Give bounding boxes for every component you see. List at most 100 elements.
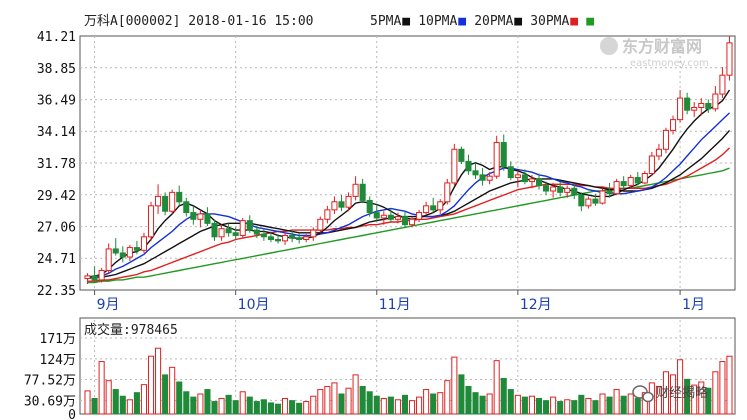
candle [260,228,267,241]
candle-body [493,142,500,177]
candle [571,184,578,200]
watermark-logo-icon [600,37,618,55]
candle-body [147,205,155,238]
volume-bar [437,392,444,415]
candle [437,199,444,214]
volume-bar [317,389,324,415]
candle-body [317,218,324,231]
volume-bar [535,397,543,415]
volume-bar [599,393,606,415]
month-label: 9月 [97,297,120,313]
candle-body [585,198,592,207]
candle-body [634,177,641,184]
candle-body [176,191,183,203]
volume-bar [627,393,634,415]
candle-body [444,182,451,203]
candle [606,182,613,198]
candle [655,143,662,161]
candle-body [408,218,416,226]
volume-bar [253,401,260,415]
candle-body [218,228,225,238]
candle-body [380,214,387,219]
candle-body [719,74,726,95]
candle-body [155,195,162,207]
candle [592,193,599,206]
volume-bar [260,399,267,415]
candle-body [655,148,662,157]
price-grid [80,36,735,290]
volume-tick-label: 0 [68,408,76,420]
badge-text: 财经揭略 [656,385,708,401]
candle [585,196,592,209]
candle [712,85,719,112]
price-tick-label: 24.71 [37,252,76,267]
candle-body [669,119,677,131]
legend-swatch: ■ [402,14,410,29]
volume-bar [190,396,197,415]
candle [310,227,317,241]
candle [225,223,232,237]
candle [669,115,677,135]
candle-body [345,195,352,208]
candle-body [641,173,648,184]
wechat-badge: 财经揭略 [632,385,708,403]
candle [218,224,225,241]
legend-label: 20PMA [474,14,513,29]
candle [211,219,218,241]
candle-body [599,190,606,204]
candle-body [472,170,479,176]
candle [394,212,401,224]
candle-body [578,194,585,207]
ma10-line [87,112,730,278]
candle-body [331,201,338,211]
volume-bar [691,384,698,415]
volume-bar [557,401,564,415]
volume-bar [465,385,472,415]
volume-bar [204,389,211,415]
volume-bar [416,396,423,415]
candle-body [98,269,105,281]
candle [528,174,535,189]
candle [613,178,620,196]
candle [726,36,733,81]
watermark: 东方财富网 eastmoney.com [600,37,709,69]
candle [105,243,112,274]
price-y-axis: 41.21 38.85 36.49 34.14 31.78 29.42 27.06 24.71… [37,30,76,299]
candle [274,234,282,244]
candle [387,208,394,222]
candle-body [260,233,267,238]
volume-bar [112,389,119,415]
legend-swatch: ■ [458,14,466,29]
candle [140,232,148,253]
candle [246,215,253,233]
candle-body [571,187,578,196]
candle [324,205,331,224]
volume-bar [274,403,282,415]
candle-body [267,236,274,240]
volume-bar [98,361,105,415]
volume-tick-label: 30.69万 [24,394,76,409]
volume-bar [296,402,303,415]
candle-body [479,174,486,181]
candle [296,232,303,244]
candle [423,201,430,216]
candle-body [613,181,620,195]
candle-body [606,190,613,195]
volume-bar [338,393,345,415]
candle [155,184,162,214]
candle [380,211,387,225]
candle [493,135,500,179]
candle [578,192,585,212]
ma5-line [87,89,731,278]
candle [486,172,493,185]
candle-body [296,237,303,240]
volume-bar [239,391,246,415]
candle-body [684,97,691,111]
volume-bar [183,391,190,415]
volume-bar [324,385,331,415]
volume-bars [84,347,733,415]
volume-bar [105,380,112,415]
candle-body [514,174,521,179]
volume-bar [140,384,148,415]
candle-body [648,155,655,175]
